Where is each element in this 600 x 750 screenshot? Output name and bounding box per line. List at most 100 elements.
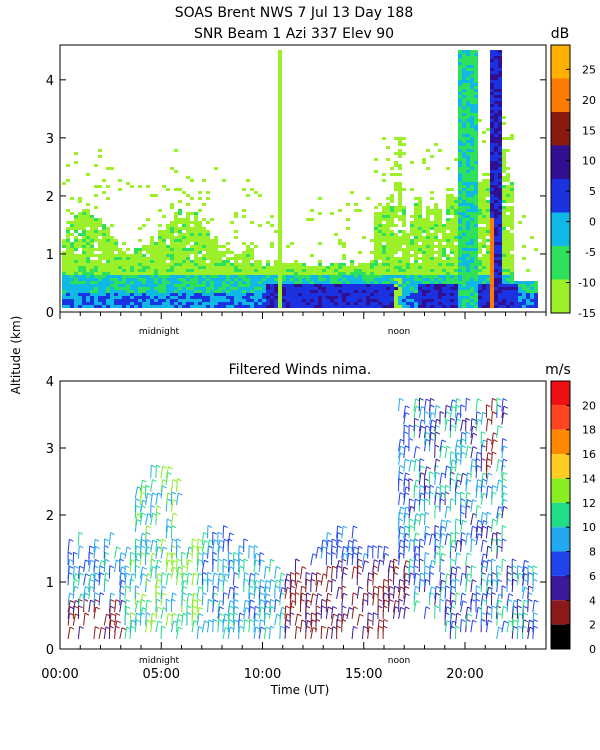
snr-cell xyxy=(498,221,502,224)
snr-cell xyxy=(82,293,86,296)
snr-cell xyxy=(242,254,246,257)
snr-cell xyxy=(454,260,458,263)
snr-cell xyxy=(142,290,146,293)
snr-cell xyxy=(326,302,330,305)
snr-cell xyxy=(234,266,238,269)
snr-cell xyxy=(74,242,78,245)
snr-cell xyxy=(458,83,462,86)
snr-cell xyxy=(494,260,498,263)
snr-cell xyxy=(490,263,494,266)
snr-cell xyxy=(374,302,378,305)
wind-barb-flag xyxy=(430,431,436,435)
snr-cell xyxy=(210,266,214,269)
snr-cell xyxy=(434,263,438,266)
snr-cell xyxy=(214,302,218,305)
snr-cell xyxy=(490,161,494,164)
wind-barb-flag xyxy=(147,492,152,496)
snr-cell xyxy=(418,248,422,251)
snr-cell xyxy=(486,248,490,251)
wind-barb-flag xyxy=(79,572,85,576)
snr-cell xyxy=(390,269,394,272)
wind-barb-flag xyxy=(435,585,441,589)
snr-cell xyxy=(458,200,462,203)
wind-barb xyxy=(330,566,334,579)
snr-cell xyxy=(446,287,450,290)
snr-cell xyxy=(250,305,254,308)
wind-barb xyxy=(279,572,282,586)
wind-barb xyxy=(232,572,235,586)
snr-cell xyxy=(494,206,498,209)
wind-barb-flag xyxy=(208,545,213,549)
snr-cell xyxy=(482,218,486,221)
snr-cell xyxy=(186,215,190,218)
snr-cell xyxy=(142,299,146,302)
snr-cell xyxy=(278,260,282,263)
snr-cell xyxy=(474,287,478,290)
wind-barb-flag xyxy=(239,558,244,562)
snr-cell xyxy=(194,275,198,278)
snr-cell xyxy=(378,296,382,299)
snr-cell xyxy=(202,278,206,281)
wind-barb-flag xyxy=(312,593,317,597)
snr-cell xyxy=(110,236,114,239)
snr-cell xyxy=(322,296,326,299)
snr-cell xyxy=(206,233,210,236)
snr-cell xyxy=(486,212,490,215)
wind-barb xyxy=(129,573,133,586)
snr-cell xyxy=(278,188,282,191)
snr-cell xyxy=(318,296,322,299)
snr-cell xyxy=(138,263,142,266)
snr-cell xyxy=(278,143,282,146)
wind-barb xyxy=(93,592,96,606)
snr-cell xyxy=(102,239,106,242)
snr-cell xyxy=(138,266,142,269)
snr-cell xyxy=(386,215,390,218)
snr-cell xyxy=(510,182,514,185)
snr-cell xyxy=(494,188,498,191)
snr-cell xyxy=(498,98,502,101)
snr-cell xyxy=(154,287,158,290)
snr-cell xyxy=(458,98,462,101)
snr-cell xyxy=(70,293,74,296)
snr-cell xyxy=(382,254,386,257)
wind-barb-flag xyxy=(228,551,233,555)
snr-cell xyxy=(258,263,262,266)
snr-cell xyxy=(498,281,502,284)
snr-cell xyxy=(414,248,418,251)
snr-cell xyxy=(398,257,402,260)
snr-cell xyxy=(402,269,406,272)
wind-barb-flag xyxy=(166,598,171,602)
snr-cell xyxy=(462,113,466,116)
snr-cell xyxy=(510,188,514,191)
snr-cell xyxy=(466,227,470,230)
snr-cell xyxy=(474,131,478,134)
wind-barb-flag xyxy=(100,572,105,576)
snr-cell xyxy=(170,278,174,281)
snr-cell xyxy=(70,290,74,293)
snr-cell xyxy=(490,212,494,215)
snr-cell xyxy=(494,53,498,56)
wind-barb xyxy=(346,553,350,566)
wind-barb-flag xyxy=(405,512,410,516)
snr-cell xyxy=(386,230,390,233)
snr-cell xyxy=(166,296,170,299)
snr-cell xyxy=(466,56,470,59)
snr-cell xyxy=(166,284,170,287)
wind-barb xyxy=(77,545,80,559)
snr-cell xyxy=(190,245,194,248)
snr-cell xyxy=(258,260,262,263)
wind-barb xyxy=(434,486,438,499)
snr-cell xyxy=(342,266,346,269)
wind-barb-flag xyxy=(419,558,424,562)
snr-cell xyxy=(102,230,106,233)
snr-cell xyxy=(470,128,474,131)
snr-cell xyxy=(154,260,158,263)
snr-cell xyxy=(62,305,66,308)
snr-cell xyxy=(182,302,186,305)
snr-cell xyxy=(326,275,330,278)
wind-barb-flag xyxy=(430,404,435,408)
snr-cell xyxy=(242,278,246,281)
wind-barb-flag xyxy=(141,598,146,602)
snr-cell xyxy=(458,251,462,254)
snr-cell xyxy=(226,248,230,251)
